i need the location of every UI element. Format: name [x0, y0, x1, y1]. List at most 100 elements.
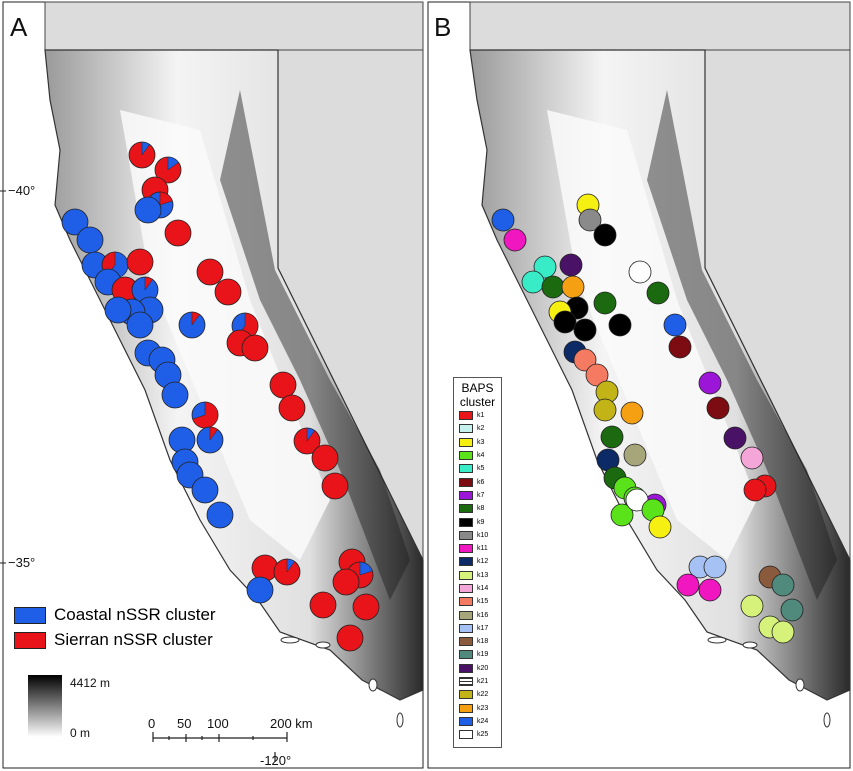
pie-slice — [167, 156, 179, 171]
pie-marker — [76, 226, 104, 254]
cluster-markers-b — [491, 193, 804, 644]
cluster-marker — [533, 255, 557, 279]
baps-swatch-k22 — [459, 690, 473, 700]
baps-swatch-k21 — [459, 677, 473, 687]
scale-100: 100 — [207, 716, 229, 731]
baps-row-k10: k10 — [454, 529, 501, 542]
pie-slice — [306, 427, 315, 442]
pie-marker — [332, 568, 360, 596]
baps-row-k6: k6 — [454, 475, 501, 488]
cluster-marker — [573, 318, 597, 342]
baps-swatch-k6 — [459, 477, 473, 487]
pie-marker — [134, 196, 162, 224]
cluster-marker — [521, 270, 545, 294]
baps-label-k2: k2 — [477, 425, 485, 433]
cluster-marker — [740, 594, 764, 618]
baps-row-k3: k3 — [454, 436, 501, 449]
baps-label-k5: k5 — [477, 465, 485, 473]
cluster-marker — [723, 426, 747, 450]
baps-label-k17: k17 — [477, 624, 489, 632]
cluster-marker — [771, 620, 795, 644]
baps-swatch-k25 — [459, 730, 473, 740]
pie-marker — [206, 501, 234, 529]
baps-swatch-k12 — [459, 557, 473, 567]
pie-marker — [311, 444, 339, 472]
baps-row-k11: k11 — [454, 542, 501, 555]
baps-label-k7: k7 — [477, 491, 485, 499]
baps-label-k11: k11 — [477, 545, 488, 553]
baps-row-k24: k24 — [454, 715, 501, 728]
baps-label-k18: k18 — [477, 638, 489, 646]
elevation-gradient — [28, 675, 62, 737]
scale-200km: 200 km — [270, 716, 313, 731]
baps-label-k22: k22 — [477, 691, 489, 699]
pie-marker — [269, 371, 297, 399]
sierran-label: Sierran nSSR cluster — [54, 630, 213, 649]
pie-marker — [278, 394, 306, 422]
pie-marker — [321, 472, 349, 500]
baps-label-k10: k10 — [477, 531, 489, 539]
pie-marker — [251, 554, 279, 582]
baps-row-k4: k4 — [454, 449, 501, 462]
cluster-marker — [780, 598, 804, 622]
baps-row-k17: k17 — [454, 622, 501, 635]
baps-row-k5: k5 — [454, 462, 501, 475]
pie-marker — [196, 258, 224, 286]
pie-slice — [286, 558, 295, 573]
cluster-marker — [628, 260, 652, 284]
baps-label-k23: k23 — [477, 704, 489, 712]
scale-bar — [152, 732, 288, 762]
pie-marker — [191, 476, 219, 504]
pie-marker — [126, 248, 154, 276]
pie-marker — [246, 576, 274, 604]
baps-row-k16: k16 — [454, 608, 501, 621]
cluster-marker — [620, 401, 644, 425]
panel-b-letter: B — [434, 12, 452, 42]
lon-120-label: -120° — [260, 753, 292, 768]
baps-row-k8: k8 — [454, 502, 501, 515]
coastal-label: Coastal nSSR cluster — [54, 605, 216, 624]
baps-row-k20: k20 — [454, 662, 501, 675]
cluster-marker — [578, 208, 602, 232]
cluster-marker — [553, 310, 577, 334]
baps-swatch-k5 — [459, 464, 473, 474]
pie-slice — [144, 276, 153, 291]
cluster-marker — [623, 443, 647, 467]
baps-swatch-k7 — [459, 490, 473, 500]
cluster-marker — [593, 223, 617, 247]
baps-row-k2: k2 — [454, 422, 501, 435]
baps-row-k25: k25 — [454, 728, 501, 741]
baps-swatch-k11 — [459, 544, 473, 554]
pie-marker — [214, 278, 242, 306]
pie-slice — [209, 426, 218, 441]
panel-a-map — [2, 1, 424, 769]
baps-row-k14: k14 — [454, 582, 501, 595]
baps-row-k9: k9 — [454, 515, 501, 528]
baps-label-k13: k13 — [477, 571, 489, 579]
cluster-marker — [646, 281, 670, 305]
cluster-marker — [698, 578, 722, 602]
cluster-marker — [559, 253, 583, 277]
baps-row-k18: k18 — [454, 635, 501, 648]
cluster-marker — [676, 573, 700, 597]
cluster-marker — [698, 371, 722, 395]
baps-legend: BAPS cluster k1 k2 k3 k4 k5 k6 k7 k8 k9 k10 k11 k12… — [453, 377, 502, 748]
baps-swatch-k14 — [459, 584, 473, 593]
cluster-marker — [648, 515, 672, 539]
cluster-marker — [593, 291, 617, 315]
baps-label-k15: k15 — [477, 598, 489, 606]
baps-swatch-k13 — [459, 570, 473, 580]
baps-swatch-k23 — [459, 703, 473, 713]
pie-marker — [336, 624, 364, 652]
baps-label-k16: k16 — [477, 611, 489, 619]
cluster-marker — [608, 313, 632, 337]
coastal-swatch — [14, 606, 46, 624]
pie-marker — [126, 311, 154, 339]
pie-marker — [241, 334, 269, 362]
baps-label-k19: k19 — [477, 651, 489, 659]
scale-0: 0 — [148, 716, 156, 731]
baps-row-k21: k21 — [454, 675, 501, 688]
baps-title: BAPS cluster — [459, 381, 496, 409]
baps-label-k24: k24 — [477, 717, 489, 725]
baps-swatch-k18 — [459, 637, 473, 647]
